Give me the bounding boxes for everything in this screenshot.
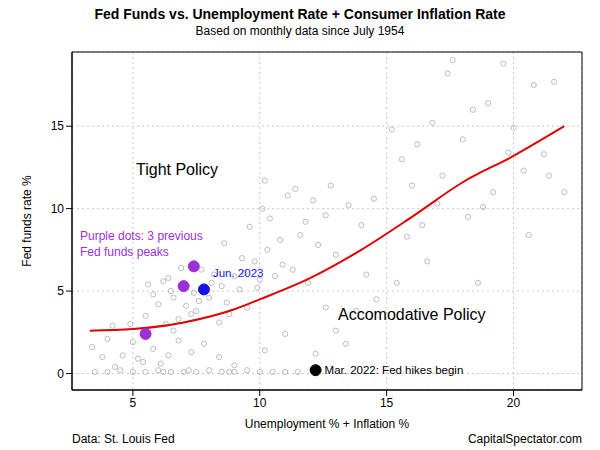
svg-text:Fed funds rate %: Fed funds rate %: [20, 175, 34, 267]
svg-text:5: 5: [130, 396, 137, 410]
svg-text:Mar. 2022: Fed hikes begin: Mar. 2022: Fed hikes begin: [325, 364, 464, 376]
svg-text:Unemployment % + Inflation %: Unemployment % + Inflation %: [245, 417, 410, 431]
html-text:Purple dots: 3 previous Fed fu: Purple dots: 3 previous Fed funds peaks: [80, 229, 203, 259]
html-text:Tight Policy: Tight Policy: [136, 161, 219, 178]
svg-text:10: 10: [51, 202, 65, 216]
svg-text:0: 0: [57, 367, 64, 381]
svg-text:15: 15: [380, 396, 394, 410]
svg-text:5: 5: [57, 284, 64, 298]
svg-text:Jun. 2023: Jun. 2023: [213, 267, 264, 279]
html-text:Fed Funds vs. Unemployment Rat: Fed Funds vs. Unemployment Rate + Consum…: [94, 6, 506, 22]
html-text:Data: St. Louis Fed: Data: St. Louis Fed: [72, 432, 175, 446]
html-text:Accomodative Policy: Accomodative Policy: [338, 306, 486, 323]
html-text:Based on monthly data since Ju: Based on monthly data since July 1954: [195, 24, 405, 38]
html-text:CapitalSpectator.com: CapitalSpectator.com: [467, 432, 582, 446]
svg-text:15: 15: [51, 119, 65, 133]
svg-text:10: 10: [253, 396, 267, 410]
svg-text:20: 20: [507, 396, 521, 410]
